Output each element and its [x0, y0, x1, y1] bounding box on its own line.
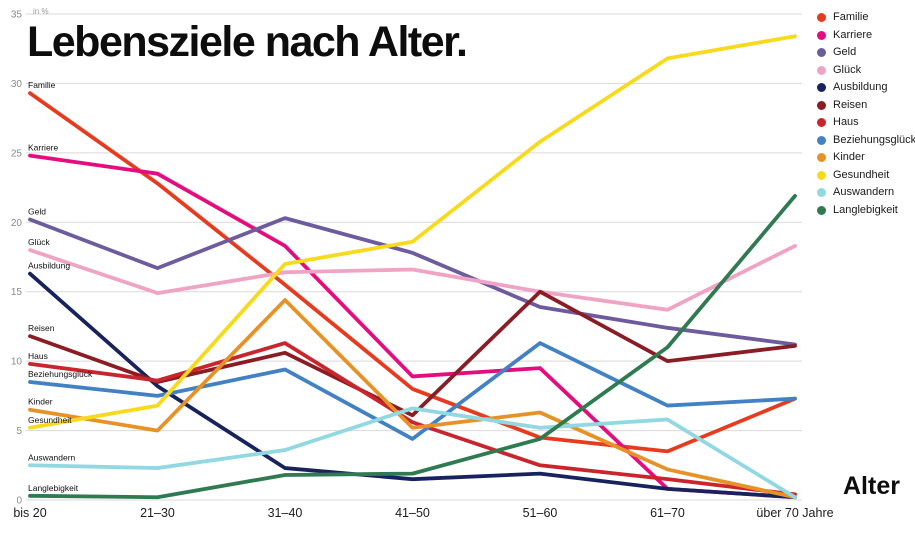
series-line: [28, 194, 797, 500]
series-line: [28, 298, 797, 500]
legend-swatch: [817, 100, 826, 110]
legend-item: Glück: [817, 63, 915, 76]
y-tick-label: 30: [11, 79, 23, 90]
legend-item: Langlebigkeit: [817, 203, 915, 216]
legend-label: Beziehungsglück: [833, 133, 915, 146]
x-tick-label: 61–70: [650, 506, 685, 520]
legend-swatch: [817, 170, 826, 180]
y-tick-label: 35: [11, 10, 23, 21]
series-line: [28, 243, 797, 312]
series-start-label: Familie: [28, 80, 56, 90]
legend-item: Beziehungsglück: [817, 133, 915, 146]
x-axis-title: Alter: [843, 472, 900, 500]
legend-label: Gesundheit: [833, 168, 890, 181]
legend-swatch: [817, 118, 826, 127]
y-tick-label: 0: [16, 496, 22, 507]
legend-swatch: [817, 83, 826, 92]
x-tick-label: über 70 Jahre: [756, 506, 833, 520]
legend-item: Ausbildung: [817, 82, 915, 93]
legend-swatch: [817, 153, 826, 162]
series-start-label: Kinder: [28, 397, 53, 407]
legend-swatch: [817, 188, 826, 197]
legend-label: Langlebigkeit: [833, 203, 898, 216]
legend-swatch: [817, 13, 826, 22]
y-tick-label: 20: [11, 218, 23, 229]
legend-label: Glück: [833, 63, 862, 76]
series-start-label: Langlebigkeit: [28, 483, 79, 493]
series-line: [28, 341, 797, 441]
y-tick-label: 10: [11, 357, 23, 368]
series-start-label: Karriere: [28, 143, 59, 153]
legend-swatch: [817, 48, 826, 57]
y-unit-label: in %: [33, 7, 49, 16]
x-tick-label: 41–50: [395, 506, 430, 520]
series-start-label: Beziehungsglück: [28, 369, 93, 379]
legend-swatch: [817, 65, 826, 75]
legend-label: Haus: [833, 116, 859, 128]
legend-item: Auswandern: [817, 187, 915, 198]
series-line: [28, 216, 797, 347]
legend-swatch: [817, 30, 826, 40]
legend: Familie Karriere Geld Glück Ausbildung Reisen…: [817, 12, 915, 216]
legend-label: Familie: [833, 11, 869, 23]
series-start-label: Gesundheit: [28, 415, 72, 425]
series-start-label: Ausbildung: [28, 261, 70, 271]
legend-item: Haus: [817, 117, 915, 128]
series-start-label: Geld: [28, 207, 46, 217]
legend-item: Karriere: [817, 28, 915, 41]
x-tick-label: 51–60: [523, 506, 558, 520]
legend-label: Karriere: [833, 28, 873, 41]
chart-title: Lebensziele nach Alter.: [27, 18, 468, 66]
legend-label: Reisen: [833, 98, 868, 111]
series-start-label: Haus: [28, 351, 48, 361]
x-tick-label: 31–40: [268, 506, 303, 520]
y-tick-label: 5: [16, 426, 22, 437]
legend-label: Geld: [833, 46, 857, 58]
series-start-label: Glück: [28, 237, 50, 247]
series-line: [28, 91, 797, 454]
series-line: [28, 406, 797, 500]
y-tick-label: 25: [11, 148, 23, 159]
legend-label: Auswandern: [833, 186, 895, 198]
legend-item: Kinder: [817, 152, 915, 163]
legend-item: Reisen: [817, 98, 915, 111]
legend-item: Familie: [817, 12, 915, 23]
series-start-label: Auswandern: [28, 452, 76, 462]
series-line: [28, 271, 797, 500]
series-line: [28, 34, 797, 430]
x-tick-label: 21–30: [140, 506, 175, 520]
y-tick-label: 15: [11, 287, 23, 298]
legend-item: Geld: [817, 47, 915, 58]
legend-label: Kinder: [833, 151, 865, 163]
series-start-label: Reisen: [28, 323, 55, 333]
series-line: [28, 289, 797, 418]
legend-label: Ausbildung: [833, 81, 888, 93]
legend-item: Gesundheit: [817, 168, 915, 181]
series-line: [28, 341, 797, 497]
x-tick-label: bis 20: [13, 506, 46, 520]
legend-swatch: [817, 205, 826, 215]
legend-swatch: [817, 135, 826, 145]
